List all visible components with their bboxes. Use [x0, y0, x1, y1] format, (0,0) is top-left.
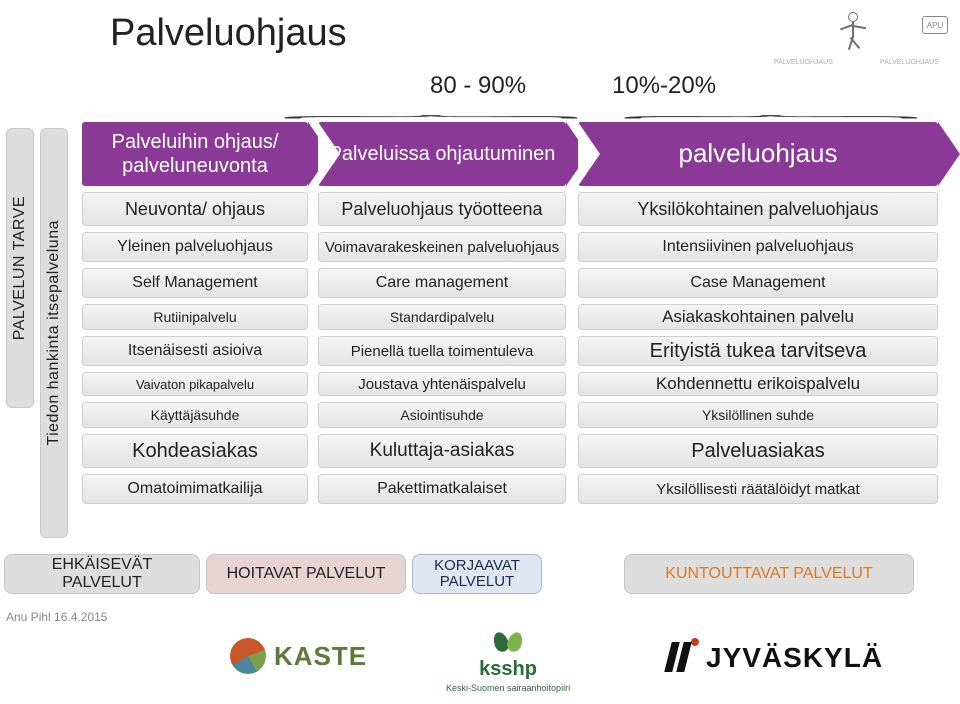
col2-row: Joustava yhtenäispalvelu — [318, 372, 566, 396]
col1-row: Omatoimimatkailija — [82, 474, 308, 504]
logo-row: KASTE ksshp Keski-Suomen sairaanhoitopii… — [0, 624, 960, 694]
col2-row: Asiointisuhde — [318, 402, 566, 428]
col3-row: Erityistä tukea tarvitseva — [578, 336, 938, 366]
logo-kaste: KASTE — [230, 638, 367, 674]
logo-jyvaskyla: JYVÄSKYLÄ — [662, 640, 883, 676]
col3-row: Palveluasiakas — [578, 434, 938, 468]
cartoon-label: PALVELUOHJAUS — [880, 59, 939, 66]
apu-box-icon: APU — [922, 16, 948, 34]
col1-row: Käyttäjäsuhde — [82, 402, 308, 428]
vertical-tab-label: Tiedon hankinta itsepalveluna — [45, 220, 63, 446]
col3-row: Case Management — [578, 268, 938, 298]
ksshp-subtext: Keski-Suomen sairaanhoitopiiri — [446, 683, 570, 693]
ksshp-text: ksshp — [479, 658, 537, 681]
cartoon-decoration: APU PALVELUOHJAUS PALVELUOHJAUS — [770, 6, 950, 66]
attribution: Anu Pihl 16.4.2015 — [6, 610, 107, 624]
col3-header: palveluohjaus — [578, 122, 938, 186]
cartoon-label: PALVELUOHJAUS — [774, 59, 833, 66]
col1-row: Vaivaton pikapalvelu — [82, 372, 308, 396]
kaste-icon — [230, 638, 266, 674]
bottom-tab-preventive: EHKÄISEVÄT PALVELUT — [4, 554, 200, 594]
col1-row: Neuvonta/ ohjaus — [82, 192, 308, 226]
ksshp-icon — [494, 628, 522, 656]
col2-row: Standardipalvelu — [318, 304, 566, 330]
bottom-tab-caring: HOITAVAT PALVELUT — [206, 554, 406, 594]
col1-header: Palveluihin ohjaus/ palveluneuvonta — [82, 122, 308, 186]
col3-row: Yksilöllisesti räätälöidyt matkat — [578, 474, 938, 504]
col2-row: Care management — [318, 268, 566, 298]
col2-row: Voimavarakeskeinen palveluohjaus — [318, 232, 566, 262]
col1-row: Itsenäisesti asioiva — [82, 336, 308, 366]
percent-left: 80 - 90% — [430, 72, 526, 100]
bottom-tab-rehab: KUNTOUTTAVAT PALVELUT — [624, 554, 914, 594]
bottom-tab-corrective: KORJAAVAT PALVELUT — [412, 554, 542, 594]
col2-row: Palveluohjaus työotteena — [318, 192, 566, 226]
col2-row: Pakettimatkalaiset — [318, 474, 566, 504]
stickman-icon — [840, 12, 866, 52]
col3-row: Kohdennettu erikoispalvelu — [578, 372, 938, 396]
column-1: Palveluihin ohjaus/ palveluneuvonta Neuv… — [82, 122, 308, 504]
jkl-icon — [662, 640, 698, 676]
col2-row: Pienellä tuella toimentuleva — [318, 336, 566, 366]
brace-icon: ︷ — [617, 102, 925, 121]
percent-right: 10%-20% — [612, 72, 716, 100]
col1-row: Rutiinipalvelu — [82, 304, 308, 330]
vertical-tab-selfservice: Tiedon hankinta itsepalveluna — [40, 128, 68, 538]
col3-row: Yksilökohtainen palveluohjaus — [578, 192, 938, 226]
page-title: Palveluohjaus — [110, 12, 347, 55]
vertical-tab-label: PALVELUN TARVE — [11, 196, 29, 340]
logo-ksshp: ksshp Keski-Suomen sairaanhoitopiiri — [446, 628, 570, 693]
column-3: palveluohjaus Yksilökohtainen palveluohj… — [578, 122, 938, 504]
column-2: Palveluissa ohjautuminen Palveluohjaus t… — [318, 122, 566, 504]
col3-row: Asiakaskohtainen palvelu — [578, 304, 938, 330]
col3-row: Intensiivinen palveluohjaus — [578, 232, 938, 262]
jkl-text: JYVÄSKYLÄ — [706, 642, 883, 674]
brace-icon: ︷ — [277, 102, 585, 121]
col3-row: Yksilöllinen suhde — [578, 402, 938, 428]
col1-row: Self Management — [82, 268, 308, 298]
kaste-text: KASTE — [274, 641, 367, 672]
col1-row: Kohdeasiakas — [82, 434, 308, 468]
col2-header: Palveluissa ohjautuminen — [318, 122, 566, 186]
vertical-tab-need: PALVELUN TARVE — [6, 128, 34, 408]
col1-row: Yleinen palveluohjaus — [82, 232, 308, 262]
col2-row: Kuluttaja-asiakas — [318, 434, 566, 468]
